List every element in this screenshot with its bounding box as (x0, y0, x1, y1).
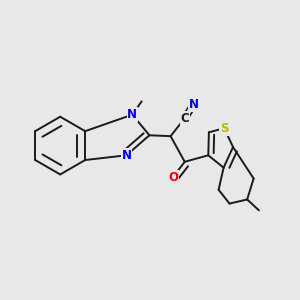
Text: N: N (127, 108, 137, 121)
Text: O: O (168, 171, 178, 184)
Text: N: N (122, 149, 131, 162)
Text: N: N (189, 98, 199, 111)
Text: C: C (180, 112, 189, 125)
Text: S: S (220, 122, 229, 135)
